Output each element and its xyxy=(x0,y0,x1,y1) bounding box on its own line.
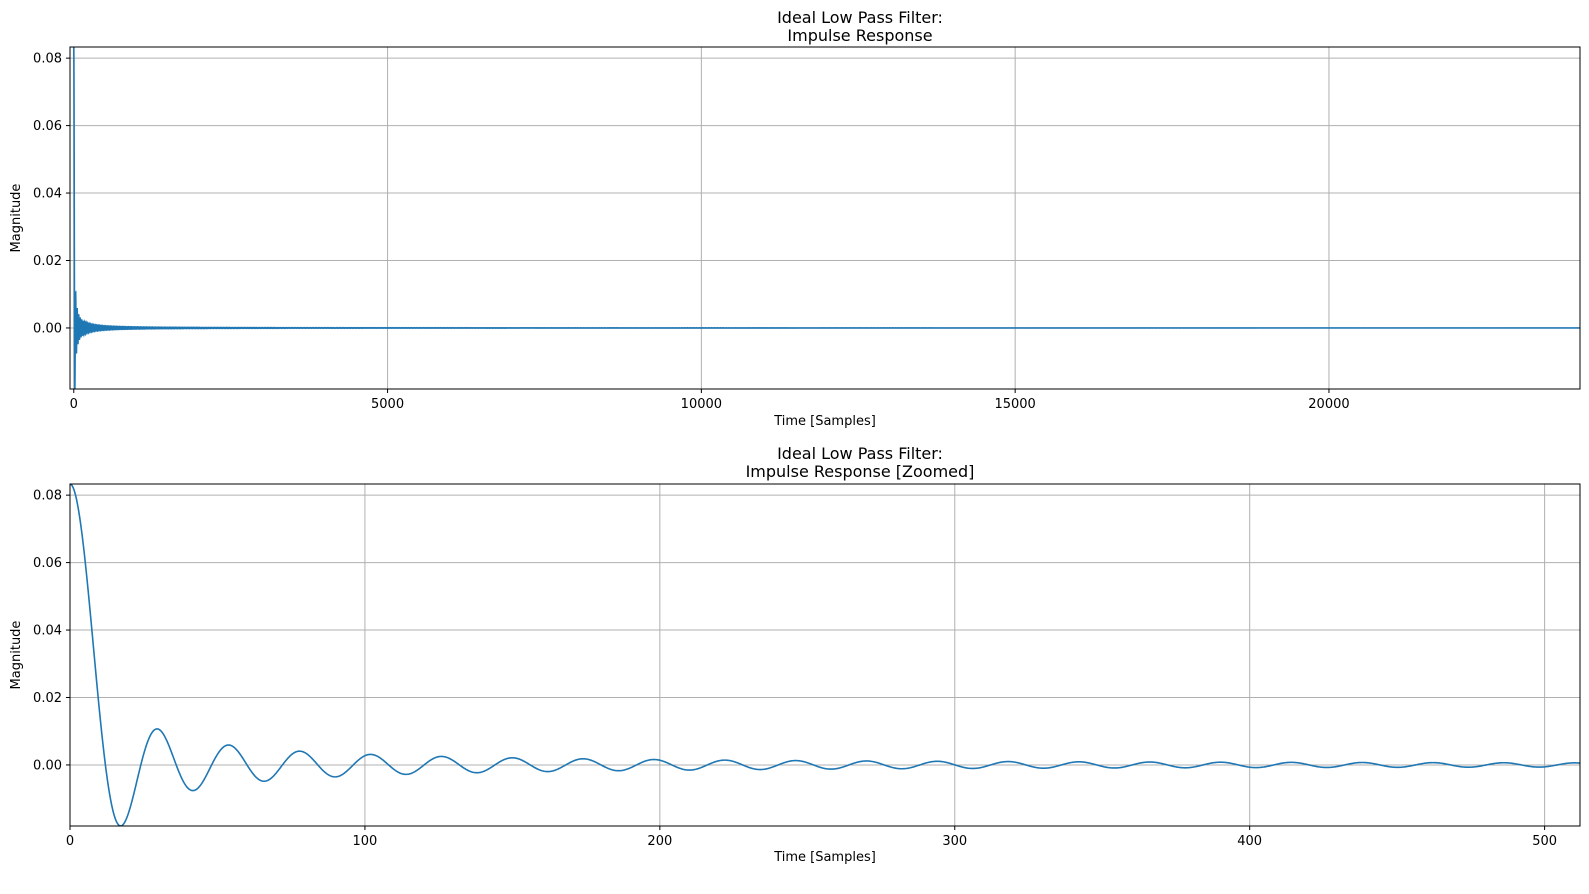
x-axis-label-bottom: Time [Samples] xyxy=(773,850,876,865)
series-line-top xyxy=(72,47,1580,389)
chart-title-top-line-1: Ideal Low Pass Filter: xyxy=(777,8,943,27)
chart-title-bottom-line-2: Impulse Response [Zoomed] xyxy=(745,462,975,481)
plot-top: 0 5000 10000 15000 20000 0.00 0.02 0.04 0.06 0.08… xyxy=(9,46,1581,429)
x-axis-label-top: Time [Samples] xyxy=(773,414,876,429)
y-tick-label-bottom: 0.08 xyxy=(33,489,62,504)
x-tick-label-bottom: 500 xyxy=(1532,834,1557,849)
x-tick-label-top: 10000 xyxy=(681,397,722,412)
y-axis-label-top: Magnitude xyxy=(9,184,24,253)
x-tick-label-bottom: 0 xyxy=(66,834,74,849)
chart-title-bottom: Ideal Low Pass Filter: Impulse Response … xyxy=(70,445,1589,481)
y-tick-label-bottom: 0.04 xyxy=(33,624,62,639)
y-tick-label-bottom: 0.06 xyxy=(33,556,62,571)
x-tick-label-top: 20000 xyxy=(1308,397,1349,412)
x-tick-label-top: 5000 xyxy=(371,397,404,412)
axes-frame-top xyxy=(69,46,1581,390)
x-tick-label-top: 0 xyxy=(70,397,78,412)
x-tick-label-bottom: 100 xyxy=(353,834,378,849)
x-tick-label-bottom: 400 xyxy=(1237,834,1262,849)
y-axis-label-bottom: Magnitude xyxy=(9,621,24,690)
y-tick-label-bottom: 0.02 xyxy=(33,691,62,706)
y-tick-label-top: 0.08 xyxy=(33,52,62,67)
y-tick-label-top: 0.04 xyxy=(33,187,62,202)
x-tick-label-bottom: 200 xyxy=(647,834,672,849)
chart-title-top-line-2: Impulse Response xyxy=(787,26,933,45)
chart-title-bottom-line-1: Ideal Low Pass Filter: xyxy=(777,444,943,463)
series-line-bottom xyxy=(70,484,1580,826)
axes-frame-bottom xyxy=(69,483,1581,827)
x-tick-label-top: 15000 xyxy=(994,397,1035,412)
y-tick-label-top: 0.06 xyxy=(33,119,62,134)
plot-bottom: 0 100 200 300 400 500 0.00 0.02 0.04 0.06 0.08 Time… xyxy=(9,483,1581,865)
chart-title-top: Ideal Low Pass Filter: Impulse Response xyxy=(70,9,1589,45)
y-tick-label-bottom: 0.00 xyxy=(33,758,62,773)
x-tick-label-bottom: 300 xyxy=(942,834,967,849)
y-tick-label-top: 0.02 xyxy=(33,254,62,269)
y-tick-label-top: 0.00 xyxy=(33,321,62,336)
